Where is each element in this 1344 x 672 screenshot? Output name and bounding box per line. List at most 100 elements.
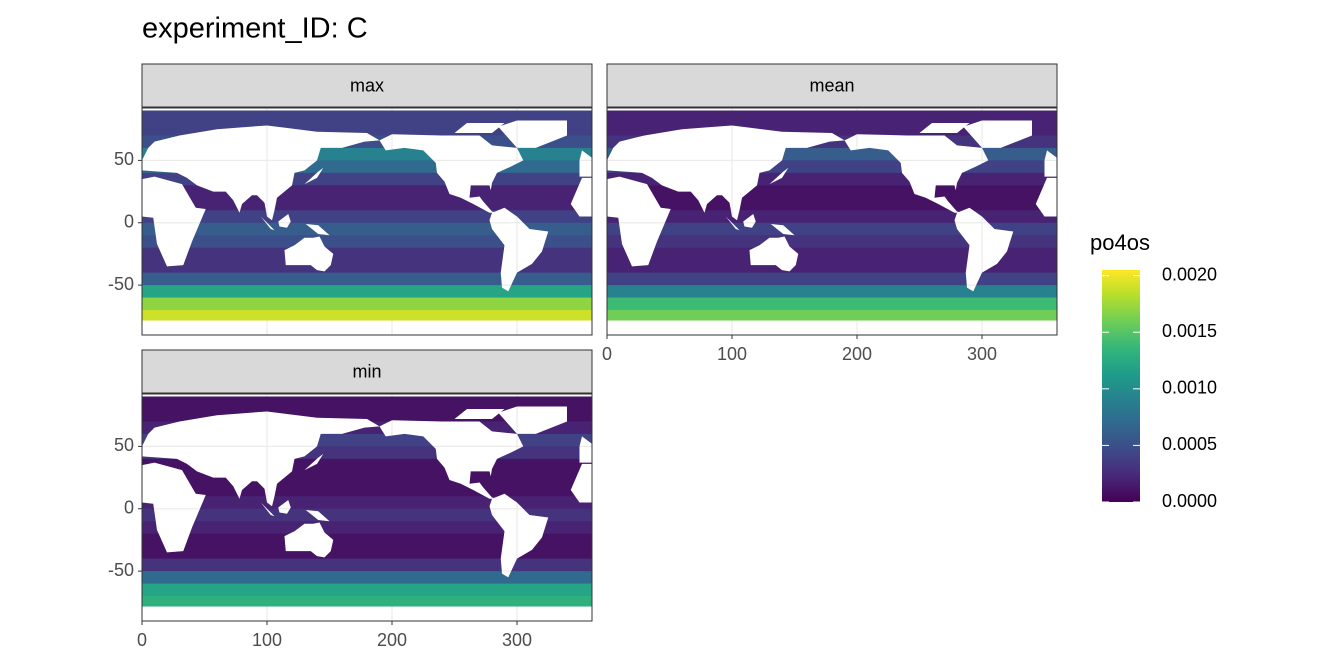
raster-band: [142, 546, 592, 560]
y-tick-label: 0: [124, 211, 134, 231]
raster-band: [142, 583, 592, 597]
strip-label: mean: [809, 75, 854, 95]
x-tick-label: 300: [502, 630, 532, 650]
y-tick-label: -50: [108, 274, 134, 294]
x-tick-label: 200: [842, 344, 872, 364]
legend-tick-label: 0.0000: [1162, 491, 1217, 511]
land: [284, 236, 334, 272]
x-tick-label: 0: [137, 630, 147, 650]
y-tick-label: 0: [124, 497, 134, 517]
raster-band: [142, 272, 592, 286]
land: [579, 436, 592, 463]
land: [142, 176, 206, 267]
y-tick-label: 50: [114, 149, 134, 169]
legend-title: po4os: [1090, 230, 1150, 255]
land: [919, 122, 970, 133]
land: [454, 122, 505, 133]
raster-band: [607, 297, 1057, 311]
strip-label: max: [350, 75, 384, 95]
x-tick-label: 100: [717, 344, 747, 364]
colorbar: [1102, 270, 1140, 502]
raster-band: [142, 521, 592, 535]
land: [489, 207, 549, 292]
land: [305, 509, 330, 522]
panel: [142, 394, 592, 621]
raster-band: [142, 396, 592, 410]
land: [963, 120, 1032, 148]
legend-tick-label: 0.0010: [1162, 378, 1217, 398]
y-tick-label: 50: [114, 435, 134, 455]
raster-band: [142, 110, 592, 124]
panel-border: [141, 107, 593, 336]
land: [498, 120, 567, 148]
raster-band: [142, 260, 592, 274]
land: [749, 236, 799, 272]
raster-band: [142, 235, 592, 249]
x-tick-label: 200: [377, 630, 407, 650]
land: [304, 453, 324, 471]
raster-band: [142, 210, 592, 224]
raster-band: [607, 272, 1057, 286]
raster-band: [142, 571, 592, 585]
land: [769, 167, 789, 185]
legend-tick-label: 0.0020: [1162, 264, 1217, 284]
raster-band: [607, 260, 1057, 274]
land: [725, 216, 740, 231]
land: [454, 408, 505, 419]
raster-band: [607, 210, 1057, 224]
raster-band: [607, 285, 1057, 299]
raster-band: [142, 558, 592, 572]
raster-band: [142, 508, 592, 522]
land: [489, 493, 549, 578]
land: [305, 223, 330, 236]
land: [954, 207, 1014, 292]
legend-tick-label: 0.0005: [1162, 434, 1217, 454]
raster-band: [142, 285, 592, 299]
land: [1035, 177, 1057, 217]
chart-title: experiment_ID: C: [142, 13, 368, 45]
land: [142, 462, 206, 553]
x-tick-label: 0: [602, 344, 612, 364]
land: [1044, 150, 1057, 177]
y-tick-label: -50: [108, 560, 134, 580]
strip: [141, 349, 593, 394]
raster-band: [142, 310, 592, 321]
land: [278, 500, 291, 514]
raster-band: [142, 247, 592, 261]
raster-band: [142, 533, 592, 547]
raster-band: [142, 496, 592, 510]
land: [579, 150, 592, 177]
x-tick-label: 100: [252, 630, 282, 650]
raster-band: [607, 310, 1057, 321]
land: [743, 214, 756, 228]
panel-border: [606, 107, 1058, 336]
land: [260, 216, 275, 231]
x-tick-label: 300: [967, 344, 997, 364]
land: [498, 406, 567, 434]
land: [570, 463, 592, 503]
land: [607, 125, 845, 221]
land: [607, 176, 671, 267]
strip: [606, 63, 1058, 108]
land: [142, 125, 380, 221]
land: [379, 420, 524, 499]
panel-border: [141, 393, 593, 622]
land: [379, 134, 524, 213]
raster-band: [142, 197, 592, 211]
raster-band: [607, 110, 1057, 124]
panel: [142, 108, 592, 335]
raster-band: [607, 247, 1057, 261]
raster-band: [142, 297, 592, 311]
strip-label: min: [352, 361, 381, 381]
raster-band: [607, 197, 1057, 211]
land: [844, 134, 989, 213]
raster-band: [142, 596, 592, 607]
land: [304, 167, 324, 185]
land: [570, 177, 592, 217]
raster-band: [142, 222, 592, 236]
strip: [141, 63, 593, 108]
land: [260, 502, 275, 517]
land: [278, 214, 291, 228]
land: [142, 411, 380, 507]
